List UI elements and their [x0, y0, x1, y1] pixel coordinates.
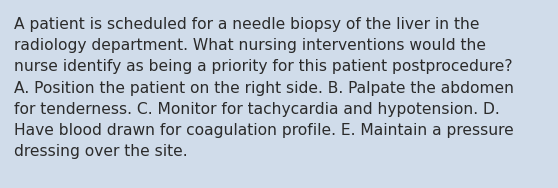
Text: A patient is scheduled for a needle biopsy of the liver in the
radiology departm: A patient is scheduled for a needle biop…	[14, 17, 514, 159]
